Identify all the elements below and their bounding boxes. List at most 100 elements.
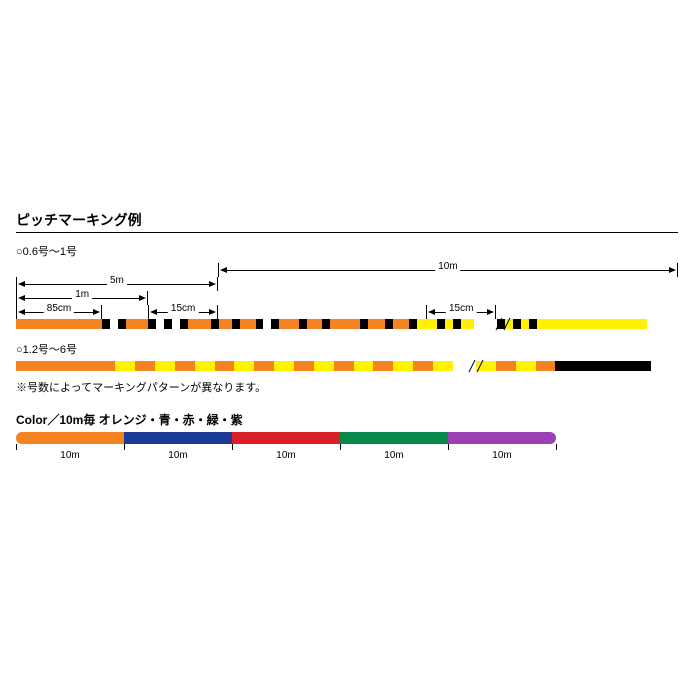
bar-segment bbox=[148, 319, 156, 329]
bar-segment bbox=[513, 319, 521, 329]
dimension-label: 1m bbox=[72, 289, 92, 300]
ruler-tick bbox=[340, 444, 341, 450]
dimension-label: 85cm bbox=[44, 303, 74, 314]
bar-segment bbox=[461, 319, 474, 329]
bar-segment bbox=[417, 319, 437, 329]
bar-segment bbox=[360, 319, 368, 329]
bar-segment bbox=[536, 361, 556, 371]
row1-label: ○0.6号～1号 bbox=[16, 243, 678, 259]
bar-segment bbox=[219, 319, 232, 329]
color-segment bbox=[232, 432, 340, 444]
bar-segment bbox=[453, 361, 460, 371]
dimension-arrow: 15cm bbox=[426, 305, 496, 319]
bar-segment bbox=[271, 319, 279, 329]
ruler-label: 10m bbox=[492, 450, 511, 461]
bar-segment bbox=[164, 319, 172, 329]
bar-segment bbox=[254, 361, 274, 371]
bar-segment bbox=[240, 319, 255, 329]
bar-segment bbox=[175, 361, 195, 371]
dimension-arrow: 1m bbox=[16, 291, 148, 305]
bar-segment bbox=[409, 319, 417, 329]
bar-segment bbox=[373, 361, 393, 371]
bar-segment bbox=[555, 361, 651, 371]
dimension-label: 15cm bbox=[446, 303, 476, 314]
row2-label: ○1.2号～6号 bbox=[16, 341, 678, 357]
bar-segment bbox=[274, 361, 294, 371]
dimension-arrow: 15cm bbox=[148, 305, 218, 319]
bar-segment bbox=[126, 319, 149, 329]
bar-segment bbox=[322, 319, 330, 329]
dimension-arrow: 10m bbox=[218, 263, 678, 277]
color-segment bbox=[448, 432, 556, 444]
ruler-tick bbox=[232, 444, 233, 450]
ruler-tick bbox=[16, 444, 17, 450]
bar-segment bbox=[299, 319, 307, 329]
bar-segment bbox=[135, 361, 155, 371]
dimension-arrow: 5m bbox=[16, 277, 218, 291]
ruler-tick bbox=[556, 444, 557, 450]
bar-segment bbox=[490, 319, 497, 329]
dimension-label: 10m bbox=[435, 261, 460, 272]
note-text: ※号数によってマーキングパターンが異なります。 bbox=[16, 379, 678, 395]
ruler-tick bbox=[124, 444, 125, 450]
bar-segment bbox=[263, 319, 271, 329]
bar-segment bbox=[118, 319, 126, 329]
ruler-tick bbox=[448, 444, 449, 450]
bar-segment bbox=[445, 319, 453, 329]
bar-segment bbox=[521, 319, 529, 329]
color-section-title: Color／10m毎 オレンジ・青・赤・緑・紫 bbox=[16, 411, 678, 428]
bar-segment bbox=[354, 361, 374, 371]
bar-segment bbox=[211, 319, 219, 329]
color-segment bbox=[16, 432, 124, 444]
color-segment bbox=[340, 432, 448, 444]
bar-segment bbox=[497, 319, 505, 329]
color-ruler: 10m10m10m10m10m bbox=[16, 444, 556, 466]
bar-segment bbox=[279, 319, 299, 329]
bar-segment bbox=[537, 319, 648, 329]
bar-segment bbox=[476, 361, 496, 371]
bar-segment bbox=[172, 319, 180, 329]
bar-segment bbox=[460, 361, 470, 371]
ruler-label: 10m bbox=[276, 450, 295, 461]
bar-segment bbox=[155, 361, 175, 371]
bar-segment bbox=[294, 361, 314, 371]
bar-segment bbox=[413, 361, 433, 371]
bar-segment bbox=[232, 319, 240, 329]
dimension-label: 15cm bbox=[168, 303, 198, 314]
bar-segment bbox=[437, 319, 445, 329]
bar-segment bbox=[215, 361, 235, 371]
pattern-bar-1 bbox=[16, 319, 678, 329]
bar-segment bbox=[516, 361, 536, 371]
bar-segment bbox=[330, 319, 360, 329]
bar-segment bbox=[156, 319, 164, 329]
ruler-label: 10m bbox=[60, 450, 79, 461]
bar-segment bbox=[180, 319, 188, 329]
bar-segment bbox=[474, 319, 481, 329]
bar-segment bbox=[307, 319, 322, 329]
color-segment bbox=[124, 432, 232, 444]
bar-segment bbox=[385, 319, 393, 329]
bar-segment bbox=[496, 361, 516, 371]
bar-segment bbox=[234, 361, 254, 371]
color-bar bbox=[16, 432, 556, 444]
bar-segment bbox=[469, 361, 476, 371]
dimension-label: 5m bbox=[107, 275, 127, 286]
dimension-arrow: 85cm bbox=[16, 305, 102, 319]
dimension-stack: 10m 5m 1m 85cm 15cm 15cm bbox=[16, 263, 678, 319]
bar-segment bbox=[314, 361, 334, 371]
bar-segment bbox=[453, 319, 461, 329]
bar-segment bbox=[368, 319, 385, 329]
bar-segment bbox=[393, 361, 413, 371]
bar-segment bbox=[115, 361, 135, 371]
bar-segment bbox=[256, 319, 264, 329]
bar-segment bbox=[16, 319, 102, 329]
bar-segment bbox=[195, 361, 215, 371]
ruler-label: 10m bbox=[168, 450, 187, 461]
bar-segment bbox=[16, 361, 115, 371]
title-underline bbox=[16, 232, 678, 233]
bar-segment bbox=[505, 319, 513, 329]
bar-segment bbox=[481, 319, 491, 329]
bar-segment bbox=[433, 361, 453, 371]
bar-segment bbox=[188, 319, 211, 329]
bar-segment bbox=[334, 361, 354, 371]
